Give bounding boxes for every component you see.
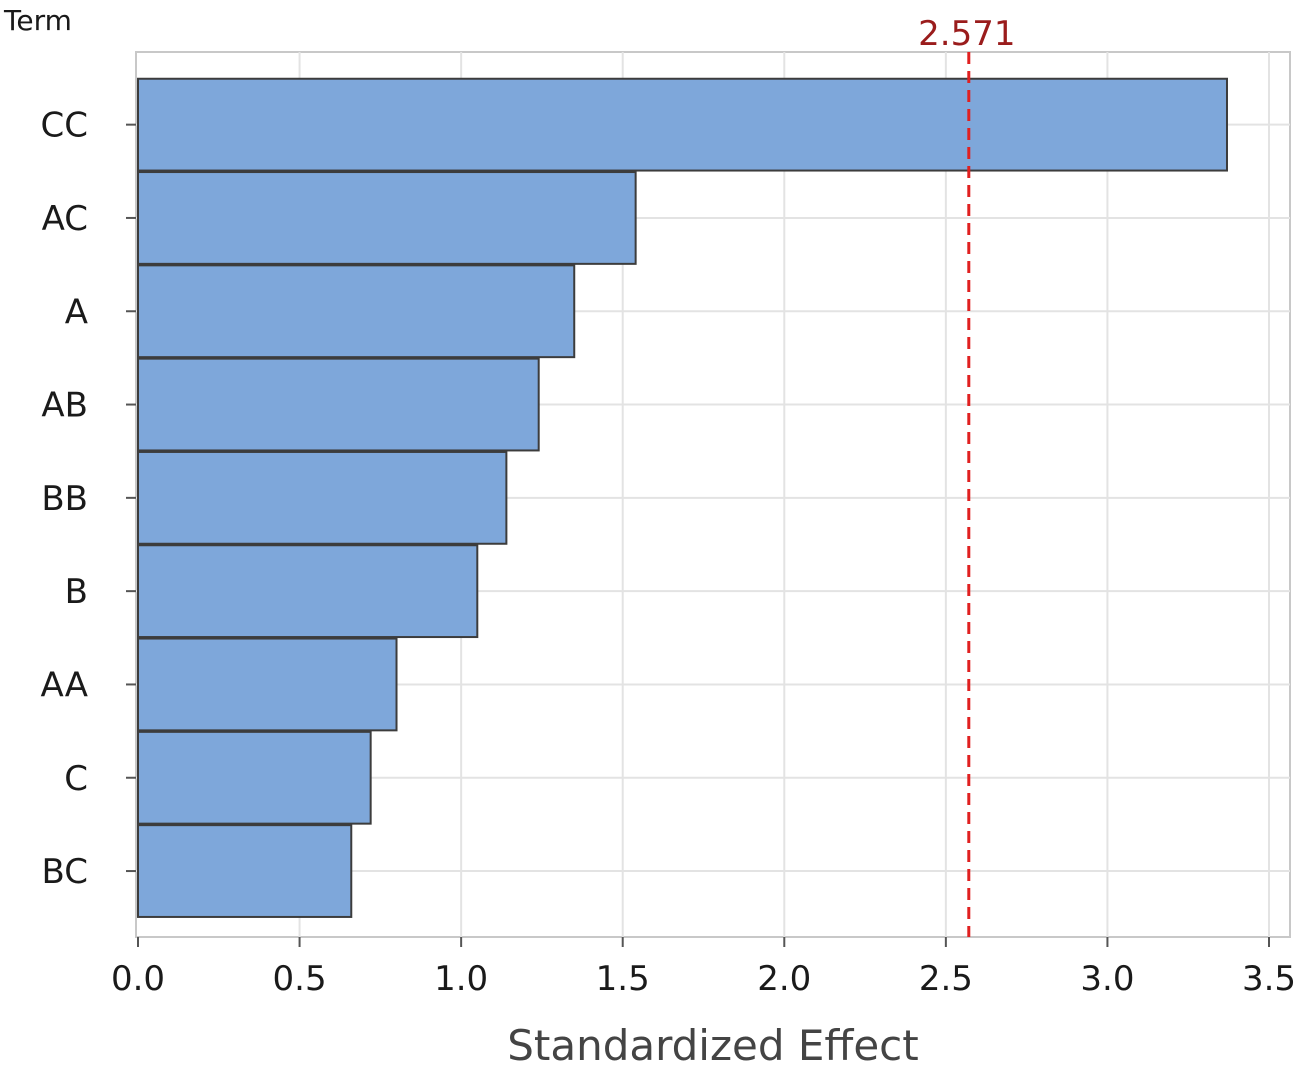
x-tick-label: 2.5 (919, 959, 973, 999)
x-tick-label: 3.0 (1080, 959, 1134, 999)
reference-line-label: 2.571 (918, 14, 1015, 54)
bar-aa (137, 637, 398, 732)
x-tick-label: 0.0 (111, 959, 165, 999)
bar-b (137, 544, 479, 639)
x-tick-label: 0.5 (273, 959, 327, 999)
y-tick-label: AA (41, 665, 88, 705)
y-axis-title: Term (3, 4, 72, 37)
y-tick-label: BC (42, 852, 88, 892)
bar-ab (137, 357, 540, 452)
y-tick-label: BB (41, 479, 88, 519)
x-tick-label: 3.5 (1242, 959, 1296, 999)
bar-bb (137, 450, 508, 545)
x-axis: 0.0 0.5 1.0 1.5 2.0 2.5 3.0 3.5 (111, 937, 1296, 999)
y-tick-label: CC (41, 106, 88, 146)
reference-line-group: 2.571 (918, 14, 1015, 937)
y-tick-label: A (65, 292, 88, 332)
x-tick-label: 2.0 (757, 959, 811, 999)
bar-cc (137, 77, 1228, 172)
y-tick-label: AC (42, 199, 88, 239)
x-axis-title: Standardized Effect (507, 1021, 919, 1066)
bars (137, 77, 1228, 918)
x-tick-label: 1.5 (596, 959, 650, 999)
bar-a (137, 264, 576, 359)
y-tick-label: B (65, 572, 88, 612)
bar-c (137, 730, 372, 825)
x-tick-label: 1.0 (434, 959, 488, 999)
bar-bc (137, 824, 353, 918)
y-tick-label: AB (41, 386, 88, 426)
bar-ac (137, 171, 637, 265)
y-tick-label: C (64, 759, 88, 799)
